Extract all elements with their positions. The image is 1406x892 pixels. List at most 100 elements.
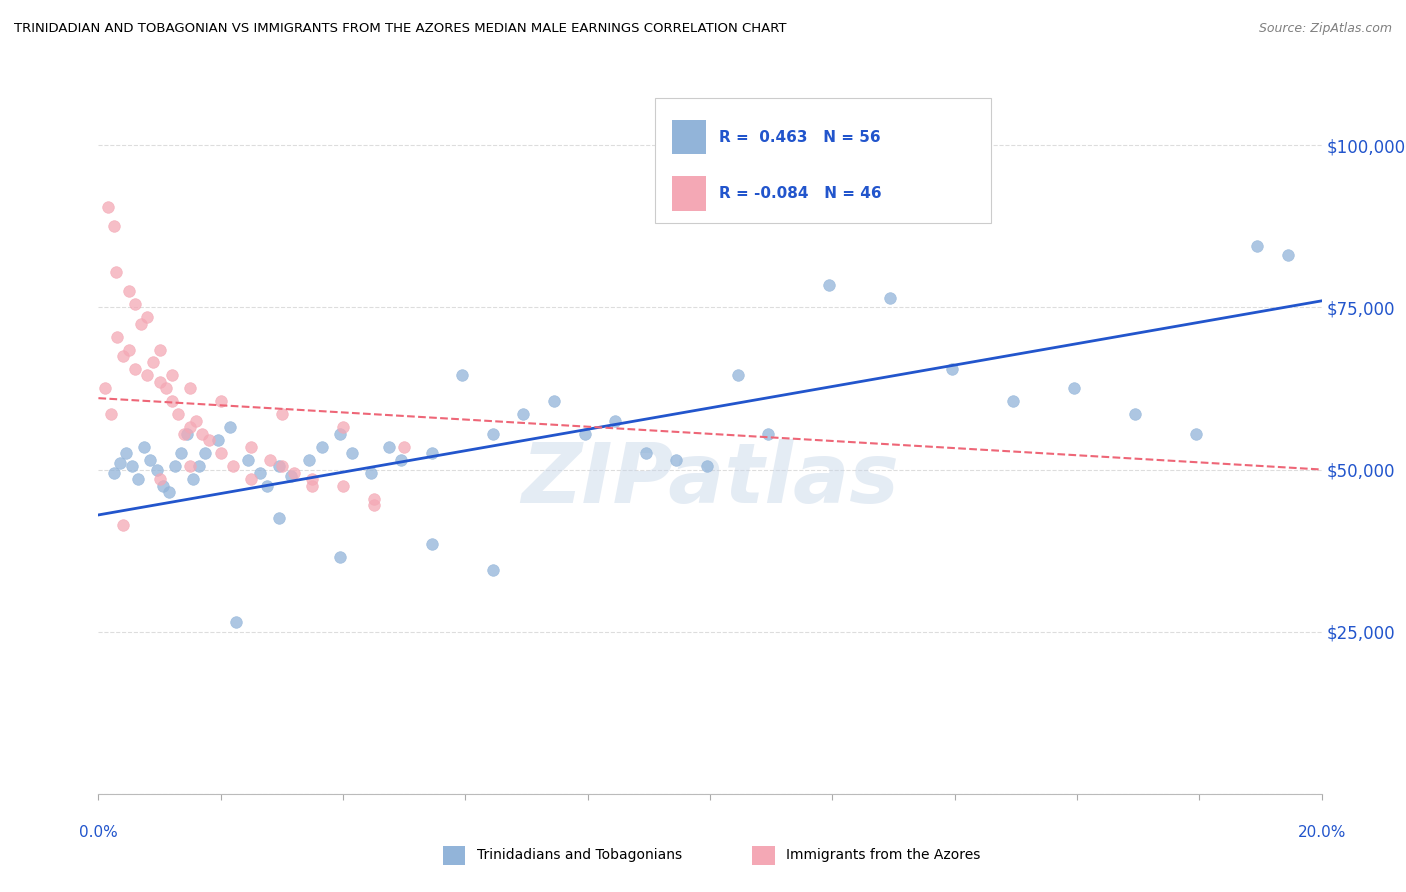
Point: [219, 420, 242, 434]
Point: [1123, 408, 1146, 422]
Point: [941, 362, 963, 376]
Point: [256, 479, 278, 493]
Point: [194, 446, 217, 460]
Point: [222, 459, 245, 474]
Point: [363, 498, 385, 512]
Point: [225, 615, 247, 629]
Point: [170, 446, 193, 460]
Text: Source: ZipAtlas.com: Source: ZipAtlas.com: [1258, 22, 1392, 36]
Point: [129, 317, 152, 331]
Point: [727, 368, 749, 383]
Point: [160, 394, 183, 409]
Point: [136, 368, 159, 383]
Text: R =  0.463   N = 56: R = 0.463 N = 56: [718, 129, 880, 145]
Point: [420, 446, 443, 460]
Point: [97, 200, 120, 214]
Point: [332, 420, 354, 434]
Point: [157, 485, 180, 500]
Point: [142, 355, 165, 369]
Text: 0.0%: 0.0%: [79, 825, 118, 840]
Point: [270, 459, 294, 474]
Point: [392, 440, 416, 454]
Point: [267, 459, 290, 474]
Point: [634, 446, 657, 460]
Point: [420, 537, 443, 551]
Point: [329, 550, 352, 565]
Point: [111, 517, 134, 532]
Point: [149, 343, 172, 357]
Bar: [672, 120, 706, 154]
Point: [121, 459, 143, 474]
Point: [329, 426, 352, 441]
Text: Immigrants from the Azores: Immigrants from the Azores: [786, 848, 980, 863]
Point: [543, 394, 565, 409]
Point: [665, 452, 688, 467]
Point: [104, 265, 127, 279]
Point: [298, 452, 321, 467]
Point: [574, 426, 596, 441]
Point: [105, 329, 128, 343]
Point: [1246, 238, 1268, 252]
Point: [240, 440, 263, 454]
Point: [1185, 426, 1208, 441]
Point: [301, 472, 323, 486]
Point: [186, 414, 208, 428]
Point: [283, 466, 305, 480]
Point: [139, 452, 162, 467]
Point: [111, 349, 134, 363]
Point: [145, 462, 167, 476]
Point: [118, 284, 141, 298]
Point: [879, 291, 901, 305]
FancyBboxPatch shape: [655, 98, 991, 223]
Point: [512, 408, 534, 422]
Point: [818, 277, 841, 292]
Point: [134, 440, 156, 454]
Point: [167, 408, 190, 422]
Point: [240, 472, 263, 486]
Point: [301, 479, 323, 493]
Text: Trinidadians and Tobagonians: Trinidadians and Tobagonians: [477, 848, 682, 863]
Point: [482, 426, 505, 441]
Point: [179, 420, 201, 434]
Point: [103, 466, 125, 480]
Point: [181, 472, 204, 486]
Point: [152, 479, 174, 493]
Point: [115, 446, 138, 460]
Point: [188, 459, 211, 474]
Point: [100, 408, 122, 422]
Point: [270, 408, 294, 422]
Point: [191, 426, 214, 441]
Point: [696, 459, 718, 474]
Point: [280, 469, 302, 483]
Point: [108, 456, 131, 470]
Point: [363, 491, 385, 506]
Point: [179, 459, 201, 474]
Point: [207, 434, 229, 448]
Point: [149, 472, 172, 486]
Point: [1063, 381, 1085, 395]
Point: [209, 446, 232, 460]
Point: [267, 511, 290, 525]
Point: [124, 362, 146, 376]
Point: [163, 459, 186, 474]
Point: [249, 466, 271, 480]
Point: [127, 472, 149, 486]
Point: [482, 563, 505, 577]
Point: [155, 381, 177, 395]
Point: [238, 452, 260, 467]
Point: [605, 414, 627, 428]
Point: [160, 368, 183, 383]
Point: [118, 343, 141, 357]
Point: [311, 440, 333, 454]
Point: [259, 452, 281, 467]
Point: [197, 434, 219, 448]
Point: [124, 297, 146, 311]
Point: [136, 310, 159, 324]
Point: [389, 452, 412, 467]
Point: [173, 426, 195, 441]
Point: [176, 426, 198, 441]
Point: [209, 394, 232, 409]
Text: R = -0.084   N = 46: R = -0.084 N = 46: [718, 186, 882, 201]
Point: [1001, 394, 1024, 409]
Point: [332, 479, 354, 493]
